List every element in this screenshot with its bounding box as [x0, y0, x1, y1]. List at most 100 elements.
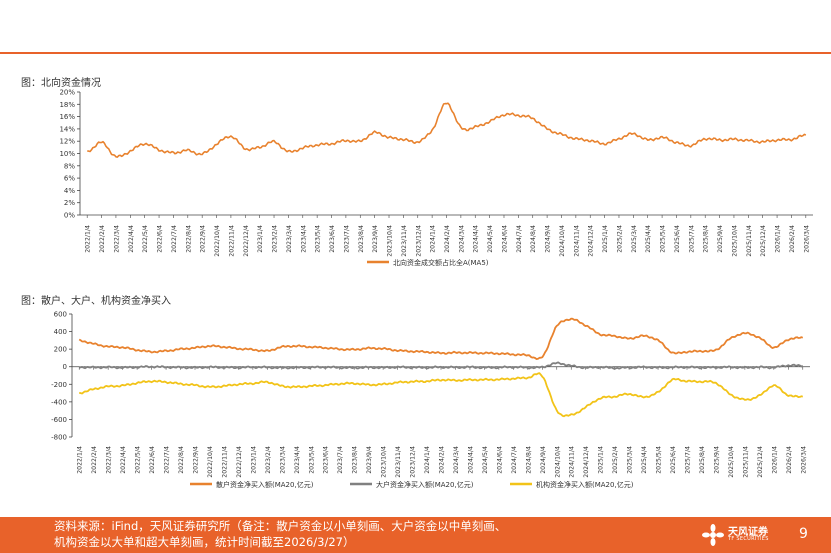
c1-x-tick-label: 2022/5/4	[142, 225, 149, 253]
c1-x-tick-label: 2022/11/4	[228, 225, 235, 257]
c2-x-tick-label: 2025/12/4	[757, 446, 764, 478]
c1-x-tick-label: 2024/12/4	[588, 225, 595, 257]
c1-y-tick-label: 16%	[59, 113, 75, 121]
c2-x-tick-label: 2025/7/4	[685, 446, 692, 474]
c2-x-tick-label: 2024/4/4	[467, 446, 474, 474]
c2-x-tick-label: 2026/1/4	[771, 446, 778, 474]
c2-x-tick-label: 2023/4/4	[294, 446, 301, 474]
c1-x-tick-label: 2024/10/4	[559, 225, 566, 257]
c2-legend-label: 机构资金净买入额(MA20,亿元)	[536, 480, 634, 489]
c1-x-tick-label: 2022/4/4	[128, 225, 135, 253]
c2-x-tick-label: 2022/4/4	[120, 446, 127, 474]
c1-x-tick-label: 2023/3/4	[286, 225, 293, 253]
c1-y-tick-label: 6%	[64, 175, 75, 183]
c2-x-tick-label: 2022/8/4	[178, 446, 185, 474]
c2-x-tick-label: 2022/10/4	[207, 446, 214, 478]
c1-y-tick-label: 20%	[59, 89, 75, 97]
c2-x-tick-label: 2025/2/4	[612, 446, 619, 474]
c2-series-line-1	[78, 317, 804, 361]
source-note-line1: 资料来源：iFind，天风证券研究所（备注：散户资金以小单刻画、大户资金以中单刻…	[54, 519, 507, 533]
c2-x-tick-label: 2025/5/4	[656, 446, 663, 474]
c1-x-tick-label: 2022/2/4	[99, 225, 106, 253]
c2-x-tick-label: 2026/2/4	[786, 446, 793, 474]
c2-y-tick-label: -400	[51, 398, 67, 406]
c1-x-tick-label: 2026/1/4	[775, 225, 782, 253]
c2-y-tick-label: 600	[54, 311, 67, 319]
c1-x-tick-label: 2023/1/4	[257, 225, 264, 253]
c2-x-tick-label: 2026/3/4	[800, 446, 807, 474]
c1-x-tick-label: 2023/7/4	[343, 225, 350, 253]
c2-series-line-2	[79, 361, 804, 370]
c1-x-tick-label: 2023/4/4	[300, 225, 307, 253]
logo-name: 天风证券	[728, 527, 768, 538]
c1-x-tick-label: 2025/2/4	[616, 225, 623, 253]
c1-x-tick-label: 2026/2/4	[789, 225, 796, 253]
c2-y-tick-label: -800	[51, 434, 67, 442]
c2-x-tick-label: 2024/1/4	[424, 446, 431, 474]
c1-series-line-1	[87, 102, 807, 158]
c2-x-tick-label: 2024/7/4	[511, 446, 518, 474]
c1-x-tick-label: 2023/8/4	[358, 225, 365, 253]
c2-x-tick-label: 2023/11/4	[395, 446, 402, 478]
c1-x-tick-label: 2025/11/4	[746, 225, 753, 257]
c1-x-tick-label: 2024/1/4	[430, 225, 437, 253]
c2-legend-label: 散户资金净买入额(MA20,亿元)	[216, 480, 314, 489]
c1-x-tick-label: 2025/6/4	[674, 225, 681, 253]
c1-x-tick-label: 2023/11/4	[401, 225, 408, 257]
c1-x-tick-label: 2023/2/4	[272, 225, 279, 253]
source-note: 资料来源：iFind，天风证券研究所（备注：散户资金以小单刻画、大户资金以中单刻…	[54, 518, 506, 550]
c1-x-tick-label: 2023/9/4	[372, 225, 379, 253]
c2-x-tick-label: 2023/12/4	[410, 446, 417, 478]
c2-x-tick-label: 2025/11/4	[742, 446, 749, 478]
c2-x-tick-label: 2023/10/4	[381, 446, 388, 478]
c1-x-tick-label: 2022/3/4	[113, 225, 120, 253]
c1-x-tick-label: 2025/4/4	[645, 225, 652, 253]
c1-x-tick-label: 2025/8/4	[703, 225, 710, 253]
c2-y-tick-label: 0	[63, 363, 67, 371]
c2-x-tick-label: 2025/10/4	[728, 446, 735, 478]
c1-y-tick-label: 10%	[59, 150, 75, 158]
c1-x-tick-label: 2022/10/4	[214, 225, 221, 257]
c1-x-tick-label: 2026/3/4	[803, 225, 810, 253]
c1-x-tick-label: 2023/5/4	[315, 225, 322, 253]
c1-x-tick-label: 2023/6/4	[329, 225, 336, 253]
c2-x-tick-label: 2024/3/4	[453, 446, 460, 474]
c1-x-tick-label: 2024/3/4	[458, 225, 465, 253]
c1-x-tick-label: 2024/2/4	[444, 225, 451, 253]
c2-x-tick-label: 2024/12/4	[583, 446, 590, 478]
c1-x-tick-label: 2024/7/4	[516, 225, 523, 253]
logo-subtitle: TF SECURITIES	[728, 536, 769, 542]
c2-x-tick-label: 2022/7/4	[164, 446, 171, 474]
c2-x-tick-label: 2024/2/4	[439, 446, 446, 474]
c2-x-tick-label: 2023/9/4	[366, 446, 373, 474]
source-note-line2: 机构资金以大单和超大单刻画，统计时间截至2026/3/27）	[54, 535, 355, 549]
c2-y-tick-label: 400	[54, 328, 67, 336]
c2-x-tick-label: 2023/1/4	[250, 446, 257, 474]
c2-x-tick-label: 2023/5/4	[308, 446, 315, 474]
c2-x-tick-label: 2023/2/4	[265, 446, 272, 474]
c2-x-tick-label: 2022/1/4	[77, 446, 84, 474]
c2-x-tick-label: 2022/11/4	[221, 446, 228, 478]
top-rule	[0, 52, 831, 54]
c1-y-tick-label: 0%	[64, 212, 75, 220]
c2-legend-label: 大户资金净买入额(MA20,亿元)	[376, 480, 474, 489]
c1-x-tick-label: 2022/1/4	[85, 225, 92, 253]
c1-x-tick-label: 2025/3/4	[631, 225, 638, 253]
c1-y-tick-label: 2%	[64, 199, 75, 207]
c1-x-tick-label: 2023/12/4	[415, 225, 422, 257]
c1-y-tick-label: 8%	[64, 162, 75, 170]
c2-x-tick-label: 2024/5/4	[482, 446, 489, 474]
c1-x-tick-label: 2025/9/4	[717, 225, 724, 253]
c1-x-tick-label: 2024/6/4	[501, 225, 508, 253]
c2-x-tick-label: 2025/6/4	[670, 446, 677, 474]
c1-y-tick-label: 14%	[59, 125, 75, 133]
c2-x-tick-label: 2025/9/4	[713, 446, 720, 474]
c2-x-tick-label: 2024/8/4	[525, 446, 532, 474]
c1-y-tick-label: 12%	[59, 138, 75, 146]
c1-x-tick-label: 2024/9/4	[545, 225, 552, 253]
c2-y-tick-label: 200	[54, 346, 67, 354]
c1-x-tick-label: 2022/12/4	[243, 225, 250, 257]
c2-x-tick-label: 2023/3/4	[279, 446, 286, 474]
c1-y-tick-label: 4%	[64, 187, 75, 195]
c1-x-tick-label: 2025/5/4	[660, 225, 667, 253]
